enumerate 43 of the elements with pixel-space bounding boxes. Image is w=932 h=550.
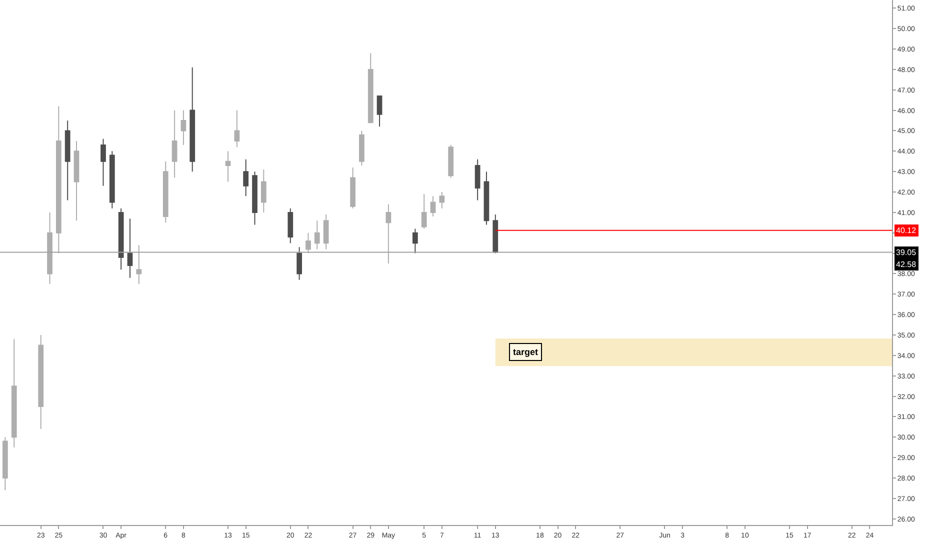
candlestick bbox=[376, 96, 382, 128]
candlestick bbox=[11, 338, 17, 448]
candlestick bbox=[306, 232, 311, 254]
candlestick bbox=[243, 158, 249, 197]
ref-line-label: 40.12 bbox=[896, 226, 917, 235]
candlestick bbox=[386, 204, 392, 264]
band-label: target bbox=[513, 347, 538, 357]
candlestick bbox=[56, 106, 62, 254]
candlestick bbox=[260, 169, 266, 213]
candlestick bbox=[64, 120, 70, 201]
candlestick bbox=[190, 66, 196, 172]
candlestick bbox=[412, 228, 418, 254]
candlestick bbox=[100, 138, 106, 186]
candlestick bbox=[172, 110, 178, 178]
candlestick bbox=[359, 130, 364, 166]
text: 42.58 bbox=[896, 260, 917, 269]
candlestick bbox=[2, 436, 8, 491]
candlestick bbox=[314, 220, 320, 250]
candlestick bbox=[484, 171, 490, 226]
candlestick bbox=[421, 194, 427, 230]
candlestick bbox=[323, 214, 329, 250]
candlestick bbox=[74, 140, 80, 222]
candlestick bbox=[252, 171, 258, 226]
candlestick bbox=[38, 334, 44, 430]
candlestick bbox=[162, 160, 168, 224]
candlestick bbox=[288, 208, 294, 244]
candlestick bbox=[136, 244, 142, 284]
candlestick bbox=[180, 110, 186, 146]
candlestick bbox=[127, 218, 133, 278]
candlestick bbox=[350, 167, 356, 209]
candlestick bbox=[448, 144, 454, 178]
candlestick bbox=[234, 110, 240, 148]
ref-line-label: 39.05 bbox=[896, 248, 917, 257]
candlestick bbox=[296, 246, 302, 280]
candlestick bbox=[492, 214, 498, 253]
candlestick bbox=[109, 150, 115, 209]
candlestick bbox=[225, 150, 231, 182]
candlestick bbox=[47, 212, 52, 284]
candlestick bbox=[368, 52, 374, 124]
candlestick bbox=[439, 192, 445, 209]
candlestick bbox=[430, 196, 436, 218]
candlestick bbox=[474, 158, 480, 201]
candlestick bbox=[118, 208, 124, 270]
